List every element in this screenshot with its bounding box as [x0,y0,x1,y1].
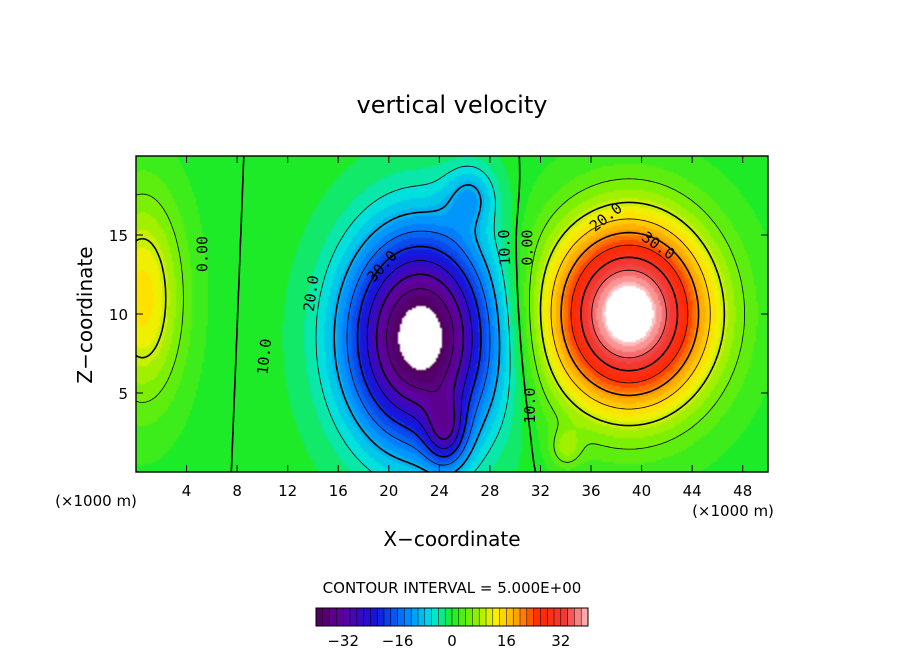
colorbar-swatch [574,608,582,626]
colorbar-swatch [424,608,432,626]
contour-line-neg15 [346,230,491,466]
contour-line-neg25 [366,260,473,449]
colorbar-swatch [479,608,487,626]
colorbar-frame [315,607,589,627]
contour-label: 10.0 [254,338,276,376]
y-axis-label: Z−coordinate [73,246,97,383]
contour-line-neg10 [333,184,501,473]
colorbar-swatch [316,608,324,626]
colorbar-swatch [513,608,521,626]
colorbar-swatch [445,608,453,626]
heatmap-field [136,156,768,472]
x-tick-label: 16 [329,482,348,500]
colorbar-swatch [567,608,575,626]
colorbar-tick-label: 32 [551,632,570,650]
contour-line-35 [591,269,667,359]
colorbar-swatch [499,608,507,626]
x-tick-label: 28 [480,482,499,500]
colorbar-swatch [452,608,460,626]
colorbar-swatch [329,608,337,626]
x-tick-label: 48 [733,482,752,500]
colorbar-swatch [343,608,351,626]
colorbar-swatch [370,608,378,626]
contour-label: 10.0 [521,388,539,424]
contour-label: 0.00 [518,230,536,266]
colorbar-swatch [486,608,494,626]
contour-line-20 [560,231,700,397]
colorbar-swatch [438,608,446,626]
colorbar-swatch [390,608,398,626]
colorbar-swatch [492,608,500,626]
x-tick-label: 12 [278,482,297,500]
x-axis: 4 8 12 16 20 24 28 32 36 40 44 48 [182,156,752,500]
colorbar-swatch [431,608,439,626]
colorbar-swatch [404,608,412,626]
contour-line-25 [570,244,689,384]
colorbar-swatch [506,608,514,626]
colorbar-tick-label: 16 [497,632,516,650]
colorbar-swatch [377,608,385,626]
contour-label: 10.0 [495,229,514,266]
colorbar-swatch [356,608,364,626]
colorbar-swatch [418,608,426,626]
x-tick-label: 32 [531,482,550,500]
contour-line-neg30 [375,273,465,441]
colorbar-swatch [322,608,330,626]
y-axis: 5 10 15 [109,227,768,403]
colorbar-swatch [363,608,371,626]
colorbar-tick-label: −32 [327,632,359,650]
colorbar-swatch [526,608,534,626]
colorbar-swatch [547,608,555,626]
x-tick-label: 20 [379,482,398,500]
y-tick-label: 5 [118,385,128,403]
colorbar-swatch [540,608,548,626]
contour-line-neg20 [356,245,482,458]
colorbar-swatch [560,608,568,626]
colorbar-swatch [384,608,392,626]
contour-line-10 [135,201,726,427]
colorbar: −32 −16 0 16 32 [315,607,589,650]
x-unit-left: (×1000 m) [55,492,137,510]
colorbar-swatch [581,608,589,626]
colorbar-swatch [533,608,541,626]
x-unit-right: (×1000 m) [692,502,774,520]
colorbar-swatch [520,608,528,626]
colorbar-tick-label: −16 [382,632,414,650]
colorbar-swatch [397,608,405,626]
contour-line-15 [550,218,711,410]
contour-line-5 [135,178,745,463]
x-tick-label: 24 [430,482,449,500]
y-tick-label: 15 [109,227,128,245]
colorbar-swatch [350,608,358,626]
contour-lines [135,155,745,473]
x-tick-label: 40 [632,482,651,500]
colorbar-swatch [465,608,473,626]
colorbar-swatch [472,608,480,626]
x-tick-label: 44 [683,482,702,500]
colorbar-swatch [411,608,419,626]
x-tick-label: 36 [581,482,600,500]
contour-line-30 [580,256,679,372]
colorbar-swatch [458,608,466,626]
contour-label: 20.0 [300,274,323,312]
colorbar-swatch [554,608,562,626]
y-tick-label: 10 [109,306,128,324]
contour-line-neg35 [386,288,455,393]
contour-line-0 [230,155,537,473]
chart-title: vertical velocity [357,91,548,119]
colorbar-tick-label: 0 [447,632,457,650]
contour-label: 0.00 [194,236,212,272]
x-axis-label: X−coordinate [383,527,520,551]
x-tick-label: 8 [232,482,242,500]
contour-interval-text: CONTOUR INTERVAL = 5.000E+00 [323,579,582,597]
x-tick-label: 4 [182,482,192,500]
contour-line-neg5 [315,165,511,473]
colorbar-swatch [336,608,344,626]
